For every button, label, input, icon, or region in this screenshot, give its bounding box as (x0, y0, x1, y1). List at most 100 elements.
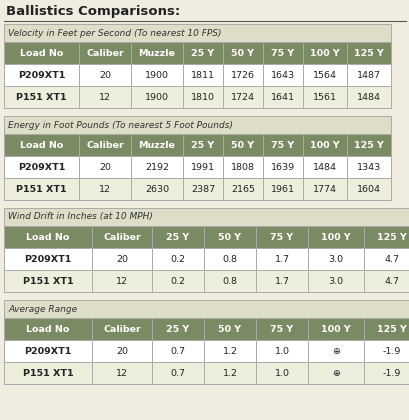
Bar (152, 362, 204, 384)
Bar (307, 248, 363, 270)
Bar (307, 270, 363, 292)
Bar (255, 226, 307, 248)
Bar (262, 156, 302, 178)
Text: 125 Y: 125 Y (353, 48, 383, 58)
Bar (152, 226, 204, 248)
Text: Load No: Load No (26, 325, 70, 333)
Bar (182, 86, 222, 108)
Text: Ballistics Comparisons:: Ballistics Comparisons: (6, 5, 180, 18)
Text: P151 XT1: P151 XT1 (16, 184, 67, 194)
Bar (222, 86, 262, 108)
Text: -1.9: -1.9 (382, 346, 400, 355)
Text: P209XT1: P209XT1 (18, 163, 65, 171)
Bar (4, 64, 79, 86)
Text: 1961: 1961 (270, 184, 294, 194)
Text: 12: 12 (99, 184, 111, 194)
Text: 1343: 1343 (356, 163, 380, 171)
Text: 12: 12 (116, 276, 128, 286)
Bar (4, 178, 79, 200)
Text: 12: 12 (116, 368, 128, 378)
Text: 20: 20 (116, 255, 128, 263)
Bar (204, 248, 255, 270)
Bar (222, 64, 262, 86)
Text: Load No: Load No (20, 48, 63, 58)
Bar (4, 248, 92, 270)
Text: 0.2: 0.2 (170, 276, 185, 286)
Text: 1726: 1726 (230, 71, 254, 79)
Bar (79, 86, 131, 108)
Text: 50 Y: 50 Y (218, 325, 241, 333)
Bar (4, 24, 390, 42)
Bar (302, 156, 346, 178)
Text: 125 Y: 125 Y (353, 141, 383, 150)
Text: 0.7: 0.7 (170, 368, 185, 378)
Text: 0.8: 0.8 (222, 276, 237, 286)
Bar (4, 226, 92, 248)
Text: 1.0: 1.0 (274, 368, 289, 378)
Bar (182, 134, 222, 156)
Text: 1991: 1991 (191, 163, 214, 171)
Bar (92, 248, 152, 270)
Text: 75 Y: 75 Y (271, 48, 294, 58)
Text: 100 Y: 100 Y (320, 325, 350, 333)
Bar (363, 270, 409, 292)
Text: 1641: 1641 (270, 92, 294, 102)
Text: Energy in Foot Pounds (To nearest 5 Foot Pounds): Energy in Foot Pounds (To nearest 5 Foot… (8, 121, 232, 129)
Bar (79, 64, 131, 86)
Text: Muzzle: Muzzle (138, 48, 175, 58)
Text: P209XT1: P209XT1 (24, 346, 72, 355)
Text: 1900: 1900 (145, 92, 169, 102)
Bar (204, 270, 255, 292)
Bar (262, 178, 302, 200)
Text: P151 XT1: P151 XT1 (16, 92, 67, 102)
Text: 4.7: 4.7 (384, 276, 398, 286)
Text: 20: 20 (99, 163, 111, 171)
Bar (363, 340, 409, 362)
Bar (92, 270, 152, 292)
Text: 1811: 1811 (191, 71, 214, 79)
Bar (4, 208, 409, 226)
Text: P209XT1: P209XT1 (24, 255, 72, 263)
Text: 75 Y: 75 Y (270, 325, 293, 333)
Text: 75 Y: 75 Y (271, 141, 294, 150)
Text: 1564: 1564 (312, 71, 336, 79)
Text: Caliber: Caliber (86, 141, 124, 150)
Text: -1.9: -1.9 (382, 368, 400, 378)
Bar (131, 156, 182, 178)
Text: 1808: 1808 (230, 163, 254, 171)
Bar (222, 42, 262, 64)
Bar (346, 42, 390, 64)
Bar (302, 134, 346, 156)
Bar (255, 340, 307, 362)
Bar (307, 318, 363, 340)
Bar (307, 340, 363, 362)
Bar (262, 42, 302, 64)
Text: 0.2: 0.2 (170, 255, 185, 263)
Bar (255, 248, 307, 270)
Bar (131, 86, 182, 108)
Bar (346, 178, 390, 200)
Text: 25 Y: 25 Y (191, 141, 214, 150)
Bar (302, 64, 346, 86)
Bar (4, 156, 79, 178)
Bar (346, 64, 390, 86)
Bar (262, 86, 302, 108)
Bar (346, 156, 390, 178)
Text: 75 Y: 75 Y (270, 233, 293, 241)
Bar (4, 340, 92, 362)
Bar (255, 318, 307, 340)
Text: 1643: 1643 (270, 71, 294, 79)
Text: 1484: 1484 (356, 92, 380, 102)
Text: Caliber: Caliber (103, 233, 141, 241)
Bar (262, 64, 302, 86)
Bar (79, 178, 131, 200)
Text: Muzzle: Muzzle (138, 141, 175, 150)
Text: P209XT1: P209XT1 (18, 71, 65, 79)
Text: ⊕: ⊕ (331, 368, 339, 378)
Text: 0.7: 0.7 (170, 346, 185, 355)
Text: P151 XT1: P151 XT1 (22, 368, 73, 378)
Text: 1484: 1484 (312, 163, 336, 171)
Text: Average Range: Average Range (8, 304, 77, 313)
Text: 2192: 2192 (145, 163, 169, 171)
Text: 1.0: 1.0 (274, 346, 289, 355)
